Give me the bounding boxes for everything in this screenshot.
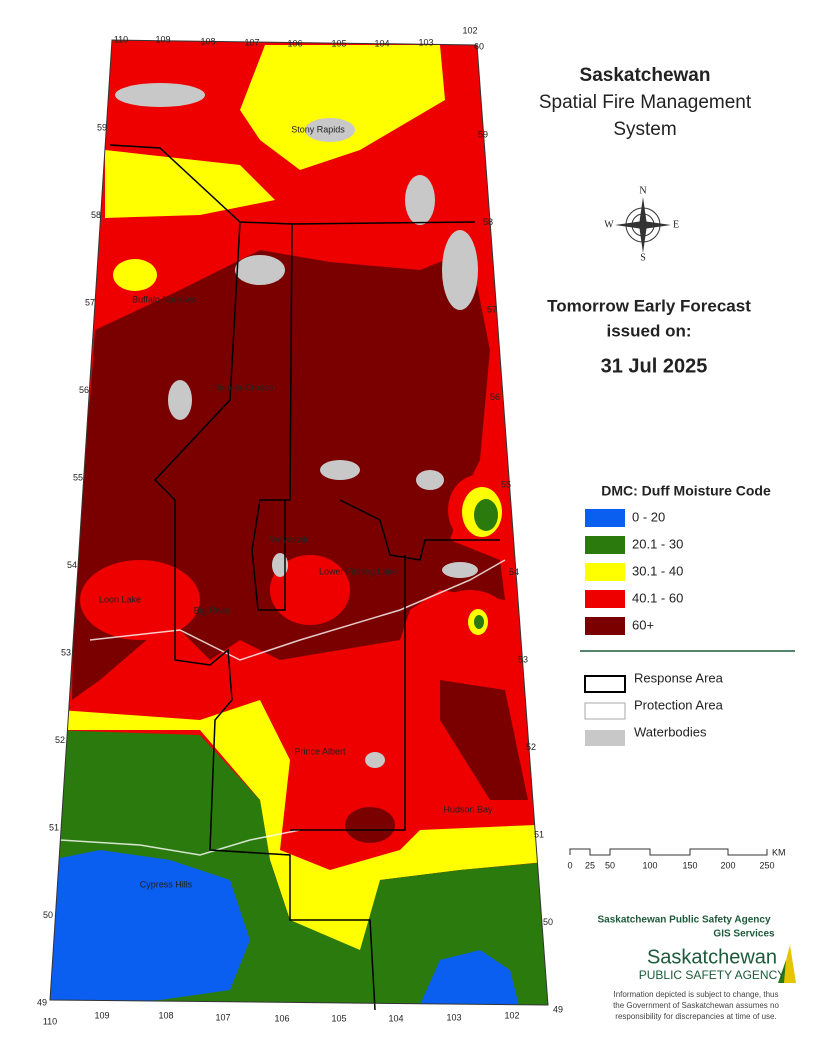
logo-sub: PUBLIC SAFETY AGENCY bbox=[639, 968, 786, 982]
scale-bar bbox=[569, 848, 768, 856]
compass-letter: N bbox=[639, 185, 646, 196]
longitude-label: 103 bbox=[446, 1012, 461, 1022]
latitude-label: 55 bbox=[73, 472, 83, 482]
longitude-label: 108 bbox=[158, 1010, 173, 1020]
scale-label: 25 bbox=[585, 860, 595, 870]
longitude-label: 110 bbox=[114, 34, 128, 44]
legend-label: 0 - 20 bbox=[632, 509, 665, 524]
latitude-label: 58 bbox=[91, 210, 101, 220]
latitude-label: 56 bbox=[490, 392, 500, 402]
legend-swatch bbox=[585, 509, 625, 527]
longitude-label: 110 bbox=[43, 1016, 57, 1026]
latitude-label: 49 bbox=[37, 997, 47, 1007]
scale-label: 50 bbox=[605, 860, 615, 870]
longitude-label: 105 bbox=[331, 38, 346, 48]
latitude-label: 58 bbox=[483, 217, 493, 227]
legend-label: 20.1 - 30 bbox=[632, 536, 683, 551]
longitude-label: 103 bbox=[418, 37, 433, 47]
scale-label: 200 bbox=[720, 860, 735, 870]
disclaimer: the Government of Saskatchewan assumes n… bbox=[613, 1001, 779, 1010]
latitude-label: 53 bbox=[518, 654, 528, 664]
scale-unit: KM bbox=[772, 847, 786, 857]
legend-swatch bbox=[585, 563, 625, 581]
compass-letter: E bbox=[673, 219, 679, 230]
legend-swatch bbox=[585, 617, 625, 635]
longitude-label: 102 bbox=[462, 25, 477, 35]
subtitle: System bbox=[613, 119, 676, 140]
scale-label: 150 bbox=[682, 860, 697, 870]
latitude-label: 50 bbox=[43, 910, 53, 920]
place-name: Lower Fishing Lake bbox=[319, 566, 397, 576]
place-name: Cypress Hills bbox=[140, 879, 193, 889]
place-name: Loon Lake bbox=[99, 594, 141, 604]
scale-label: 100 bbox=[642, 860, 657, 870]
longitude-label: 108 bbox=[200, 36, 215, 46]
latitude-label: 50 bbox=[543, 917, 553, 927]
longitude-label: 106 bbox=[287, 38, 302, 48]
disclaimer: Information depicted is subject to chang… bbox=[614, 990, 779, 999]
province-outline bbox=[49, 39, 549, 1006]
compass-letter: S bbox=[640, 252, 646, 263]
legend-label: Protection Area bbox=[634, 697, 724, 712]
map-fill bbox=[50, 40, 548, 1005]
latitude-label: 54 bbox=[67, 560, 77, 570]
logo-name: Saskatchewan bbox=[647, 946, 777, 968]
longitude-label: 102 bbox=[504, 1010, 519, 1020]
latitude-label: 59 bbox=[478, 129, 488, 139]
longitude-label: 109 bbox=[155, 34, 170, 44]
scale-label: 0 bbox=[567, 860, 572, 870]
latitude-label: 49 bbox=[553, 1004, 563, 1014]
legend-label: 60+ bbox=[632, 617, 654, 632]
agency-name: Saskatchewan Public Safety Agency bbox=[597, 915, 770, 926]
protection-area bbox=[59, 559, 506, 856]
place-name: Ile-a-la-Crosse bbox=[214, 382, 273, 392]
place-name: Hudson Bay bbox=[443, 804, 493, 814]
latitude-label: 52 bbox=[55, 735, 65, 745]
longitude-label: 60 bbox=[474, 41, 484, 51]
longitude-label: 104 bbox=[374, 38, 389, 48]
latitude-label: 53 bbox=[61, 647, 71, 657]
legend-label: Response Area bbox=[634, 670, 724, 685]
disclaimer: responsibility for discrepancies at time… bbox=[615, 1012, 776, 1021]
latitude-label: 54 bbox=[509, 567, 519, 577]
forecast-text: Tomorrow Early Forecast bbox=[547, 296, 751, 315]
compass-letter: W bbox=[604, 219, 614, 230]
place-name: Weyakwin bbox=[270, 534, 311, 544]
scale-label: 250 bbox=[759, 860, 774, 870]
latitude-label: 51 bbox=[534, 829, 544, 839]
latitude-label: 51 bbox=[49, 822, 59, 832]
latitude-label: 56 bbox=[79, 385, 89, 395]
longitude-label: 107 bbox=[215, 1012, 230, 1022]
forecast-text: issued on: bbox=[606, 321, 691, 340]
forecast-date: 31 Jul 2025 bbox=[601, 355, 708, 377]
longitude-label: 105 bbox=[331, 1013, 346, 1023]
place-name: Stony Rapids bbox=[291, 124, 345, 134]
latitude-label: 57 bbox=[487, 304, 497, 314]
longitude-label: 107 bbox=[244, 37, 259, 47]
longitude-label: 109 bbox=[94, 1010, 109, 1020]
place-name: Big River bbox=[194, 605, 231, 615]
latitude-label: 59 bbox=[97, 122, 107, 132]
legend-label: 40.1 - 60 bbox=[632, 590, 683, 605]
legend-swatch bbox=[585, 536, 625, 554]
logo-mark bbox=[778, 945, 796, 983]
legend-label: 30.1 - 40 bbox=[632, 563, 683, 578]
place-name: Prince Albert bbox=[294, 746, 346, 756]
latitude-label: 57 bbox=[85, 297, 95, 307]
latitude-label: 55 bbox=[501, 479, 511, 489]
legend-swatches bbox=[580, 650, 795, 746]
latitude-label: 52 bbox=[526, 742, 536, 752]
subtitle: Spatial Fire Management bbox=[539, 92, 752, 113]
response-area bbox=[109, 144, 500, 1011]
place-name: Buffalo Narrows bbox=[132, 294, 196, 304]
longitude-label: 104 bbox=[388, 1013, 403, 1023]
compass bbox=[615, 197, 671, 253]
legend-swatch bbox=[585, 590, 625, 608]
agency-unit: GIS Services bbox=[713, 929, 775, 940]
longitude-label: 106 bbox=[274, 1013, 289, 1023]
title: Saskatchewan bbox=[580, 65, 711, 86]
legend-title: DMC: Duff Moisture Code bbox=[601, 483, 771, 499]
legend-label: Waterbodies bbox=[634, 724, 707, 739]
